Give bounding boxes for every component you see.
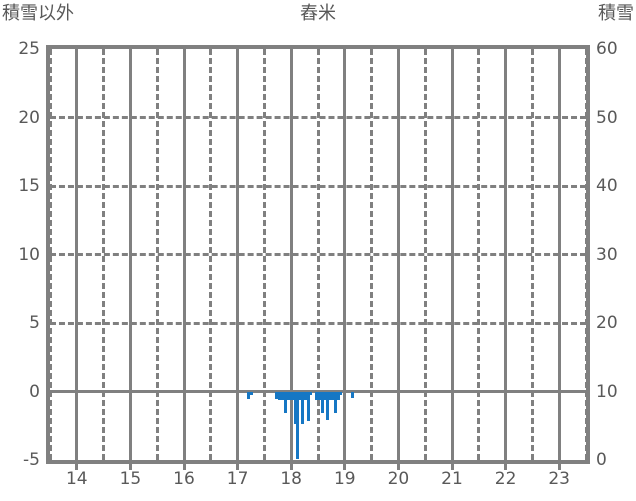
bar: [331, 391, 335, 400]
gridline-horizontal: [50, 184, 586, 188]
bar: [333, 391, 337, 414]
bar: [283, 391, 287, 413]
x-axis-tick-mark: [182, 464, 186, 470]
x-axis-tick-mark: [75, 464, 79, 470]
x-axis-tick-label: 22: [494, 469, 517, 489]
bar: [323, 391, 327, 400]
x-axis-tick-label: 14: [65, 469, 88, 489]
bar: [325, 391, 329, 421]
plot-area: [46, 45, 590, 464]
y-axis-left-tick-label: 15: [18, 176, 40, 196]
bar: [328, 391, 332, 400]
x-axis-tick-label: 21: [441, 469, 463, 489]
y-axis-right-tick-label: 30: [596, 244, 618, 265]
bar: [280, 391, 284, 400]
x-axis-tick-label: 16: [173, 469, 195, 489]
x-axis-tick-mark: [557, 464, 561, 470]
bar: [339, 391, 343, 395]
y-axis-left-tick-label: 5: [29, 313, 40, 333]
chart-title: 舂米: [300, 3, 336, 24]
right-axis-title: 積雪: [598, 3, 634, 24]
y-axis-left-tick-label: 20: [18, 107, 40, 128]
bar: [247, 391, 251, 400]
x-axis-tick-mark: [396, 464, 400, 470]
y-axis-left-tick-label: 10: [18, 244, 40, 265]
x-axis-tick-label: 23: [548, 469, 570, 489]
y-axis-right-tick-label: 40: [596, 176, 618, 196]
bar: [306, 391, 310, 421]
bar: [278, 391, 282, 400]
bar: [288, 391, 292, 400]
x-axis-tick-mark: [236, 464, 240, 470]
y-axis-right-tick-label: 50: [596, 107, 618, 128]
x-axis-tick-mark: [128, 464, 132, 470]
x-axis-tick-label: 19: [333, 469, 356, 489]
left-axis-title: 積雪以外: [2, 3, 74, 24]
gridline-horizontal: [50, 116, 586, 119]
bar: [315, 391, 319, 400]
bar: [320, 391, 324, 413]
y-axis-right-tick-label: 10: [596, 381, 618, 402]
bar: [350, 391, 354, 399]
y-axis-right-tick-label: 20: [596, 313, 618, 333]
y-axis-right-tick-label: 60: [596, 39, 618, 59]
bar-series-precipitation: [50, 49, 586, 460]
bar: [286, 391, 290, 400]
x-axis-tick-label: 17: [226, 469, 249, 489]
bar: [274, 391, 278, 400]
y-axis-right-tick-label: 0: [596, 450, 607, 470]
gridline-horizontal: [50, 321, 586, 325]
bar: [291, 391, 295, 400]
y-axis-left-tick-label: -5: [23, 450, 40, 470]
x-axis-tick-mark: [504, 464, 508, 470]
plot-inner: [50, 49, 586, 460]
gridline-horizontal: [50, 253, 586, 256]
x-axis-tick-mark: [450, 464, 454, 470]
x-axis-tick-label: 15: [119, 469, 142, 489]
x-axis-tick-label: 18: [280, 469, 302, 489]
bar: [298, 391, 302, 400]
x-axis-tick-mark: [289, 464, 293, 470]
bar: [309, 391, 313, 395]
x-axis-tick-label: 20: [387, 469, 410, 489]
bar: [301, 391, 305, 424]
bar: [250, 391, 254, 395]
x-axis-tick-mark: [343, 464, 347, 470]
bar: [293, 391, 297, 425]
bar: [336, 391, 340, 400]
bar: [317, 391, 321, 400]
bar: [295, 391, 299, 460]
y-axis-left-tick-label: 25: [18, 39, 40, 59]
bar: [303, 391, 307, 400]
y-axis-left-tick-label: 0: [29, 381, 40, 402]
